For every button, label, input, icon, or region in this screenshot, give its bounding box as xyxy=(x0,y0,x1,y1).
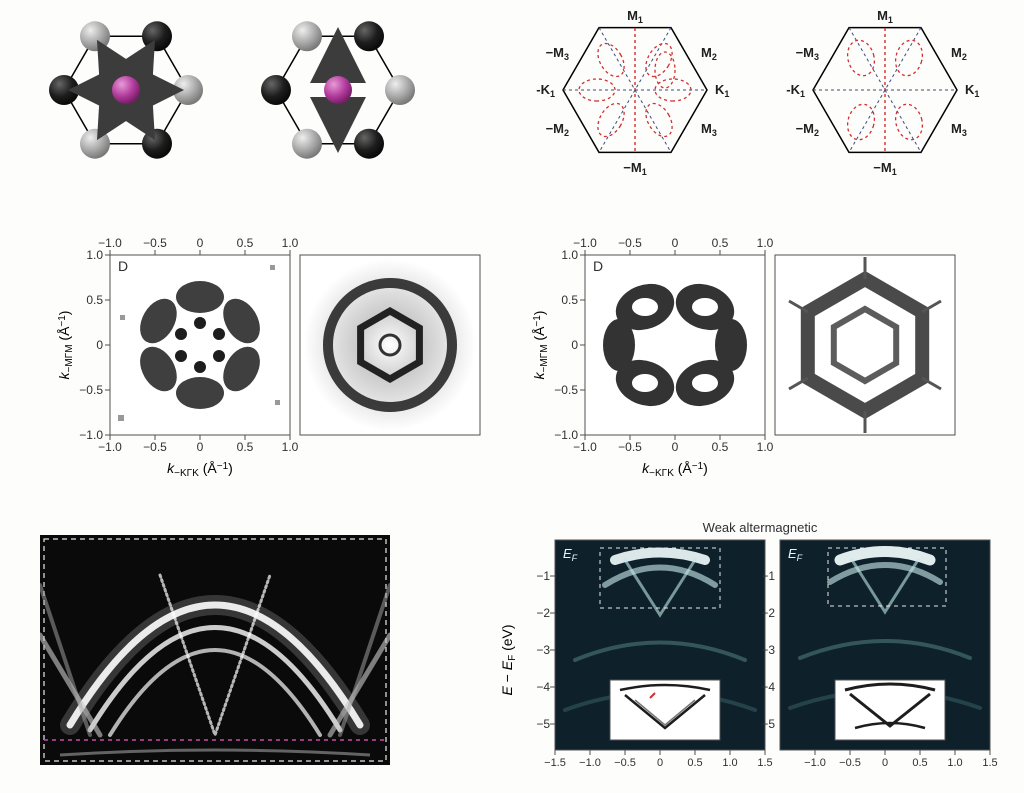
svg-text:0: 0 xyxy=(672,236,679,250)
svg-text:1.5: 1.5 xyxy=(757,757,772,769)
svg-text:-K1: -K1 xyxy=(786,82,805,99)
svg-text:−0.5: −0.5 xyxy=(143,440,167,454)
svg-text:0.5: 0.5 xyxy=(237,236,254,250)
svg-text:0.5: 0.5 xyxy=(237,440,254,454)
svg-text:−0.5: −0.5 xyxy=(143,236,167,250)
svg-text:−1: −1 xyxy=(536,569,550,583)
svg-text:−1.0: −1.0 xyxy=(554,428,578,442)
svg-text:K1: K1 xyxy=(965,82,979,99)
svg-text:−1.0: −1.0 xyxy=(79,428,103,442)
svg-text:0: 0 xyxy=(197,440,204,454)
bz-hex-2: M1 −M3 M2 -K1 K1 −M2 M3 −M1 xyxy=(770,0,1000,180)
svg-text:−1.0: −1.0 xyxy=(98,440,122,454)
svg-text:−3: −3 xyxy=(536,643,550,657)
svg-text:−M1: −M1 xyxy=(873,160,896,177)
svg-text:−2: −2 xyxy=(536,606,550,620)
svg-text:M3: M3 xyxy=(951,121,967,138)
svg-text:−3: −3 xyxy=(761,643,775,657)
svg-text:0.5: 0.5 xyxy=(86,293,103,307)
svg-text:−4: −4 xyxy=(761,680,775,694)
svg-text:−0.5: −0.5 xyxy=(839,757,861,769)
svg-text:1.0: 1.0 xyxy=(561,248,578,262)
svg-text:M2: M2 xyxy=(951,45,967,62)
svg-text:0.5: 0.5 xyxy=(912,757,927,769)
svg-text:−1: −1 xyxy=(761,569,775,583)
xlabel: k−KΓK (Å−1) xyxy=(167,460,233,479)
svg-text:1.5: 1.5 xyxy=(982,757,997,769)
svg-text:1.0: 1.0 xyxy=(757,236,774,250)
svg-text:k−MΓM (Å−1): k−MΓM (Å−1) xyxy=(531,311,550,380)
fsmap-pair-left: D −1.0 −0.5 0 0.5 1.0 −1.0 −0.5 0 0.5 1.0 xyxy=(55,225,485,485)
svg-text:1.0: 1.0 xyxy=(86,248,103,262)
svg-text:−5: −5 xyxy=(761,717,775,731)
svg-text:−0.5: −0.5 xyxy=(614,757,636,769)
label-M1: M1 xyxy=(627,8,643,25)
svg-text:−M3: −M3 xyxy=(796,45,819,62)
svg-text:0: 0 xyxy=(197,236,204,250)
svg-text:E − EF (eV): E − EF (eV) xyxy=(500,624,518,695)
svg-text:−1.0: −1.0 xyxy=(573,440,597,454)
svg-text:1.0: 1.0 xyxy=(722,757,737,769)
panel-title: Weak altermagnetic xyxy=(703,520,818,535)
svg-text:−0.5: −0.5 xyxy=(79,383,103,397)
svg-text:1.0: 1.0 xyxy=(757,440,774,454)
svg-text:−M2: −M2 xyxy=(796,121,819,138)
svg-text:K1: K1 xyxy=(715,82,729,99)
svg-text:1.0: 1.0 xyxy=(947,757,962,769)
svg-text:0.5: 0.5 xyxy=(687,757,702,769)
svg-text:0: 0 xyxy=(96,338,103,352)
svg-text:0: 0 xyxy=(657,757,663,769)
svg-text:−M1: −M1 xyxy=(623,160,646,177)
lattice-svg-2 xyxy=(250,10,425,170)
svg-text:−1.5: −1.5 xyxy=(544,757,566,769)
svg-text:0: 0 xyxy=(882,757,888,769)
band-dispersion-zoom xyxy=(40,535,390,765)
lattice-twofold xyxy=(250,10,425,170)
svg-text:0.5: 0.5 xyxy=(712,236,729,250)
lattice-svg xyxy=(38,10,213,170)
svg-text:−0.5: −0.5 xyxy=(554,383,578,397)
svg-text:−0.5: −0.5 xyxy=(618,236,642,250)
svg-text:M2: M2 xyxy=(701,45,717,62)
svg-text:M3: M3 xyxy=(701,121,717,138)
svg-text:D: D xyxy=(593,258,603,274)
svg-text:−1.0: −1.0 xyxy=(804,757,826,769)
svg-text:0.5: 0.5 xyxy=(561,293,578,307)
svg-text:−4: −4 xyxy=(536,680,550,694)
svg-text:−2: −2 xyxy=(761,606,775,620)
svg-text:−5: −5 xyxy=(536,717,550,731)
svg-text:-K1: -K1 xyxy=(536,82,555,99)
lattice-sixfold xyxy=(38,10,213,170)
corner-label: D xyxy=(118,258,128,274)
bz-hex-1: M1 −M3 M2 -K1 K1 −M2 M3 −M1 xyxy=(520,0,750,180)
svg-text:−0.5: −0.5 xyxy=(618,440,642,454)
svg-text:0: 0 xyxy=(672,440,679,454)
svg-text:0.5: 0.5 xyxy=(712,440,729,454)
fsmap-pair-right: D −1.0 −0.5 0 0.5 1.0 −1.0 −0.5 0 0.5 1.0 1.0 0… xyxy=(530,225,960,485)
svg-text:−M2: −M2 xyxy=(546,121,569,138)
svg-text:1.0: 1.0 xyxy=(282,440,299,454)
svg-text:−M3: −M3 xyxy=(546,45,569,62)
svg-text:M1: M1 xyxy=(877,8,893,25)
arpes-panels: Weak altermagnetic E − EF (eV) xyxy=(500,520,1015,785)
ylabel: k−MΓM (Å−1) xyxy=(56,311,75,380)
svg-text:k−KΓK (Å−1): k−KΓK (Å−1) xyxy=(642,460,708,479)
svg-text:0: 0 xyxy=(571,338,578,352)
svg-text:1.0: 1.0 xyxy=(282,236,299,250)
svg-text:−1.0: −1.0 xyxy=(579,757,601,769)
